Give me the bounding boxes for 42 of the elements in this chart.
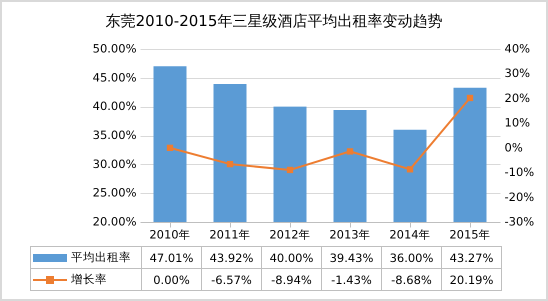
chart-title: 东莞2010-2015年三星级酒店平均出租率变动趋势 bbox=[104, 12, 444, 31]
data-label: 47.01% bbox=[142, 246, 202, 268]
y-tick-label: 35.00% bbox=[92, 128, 137, 142]
y2-tick-label: 40% bbox=[504, 42, 530, 56]
x-tick-label: 2010年 bbox=[149, 228, 191, 242]
point bbox=[466, 94, 474, 102]
data-label: -1.43% bbox=[322, 268, 382, 290]
data-label: 43.92% bbox=[202, 246, 262, 268]
point bbox=[346, 148, 354, 155]
y2-tick-label: 10% bbox=[504, 116, 530, 130]
y-tick-label: 50.00% bbox=[92, 42, 137, 56]
x-tick-label: 2012年 bbox=[269, 228, 311, 242]
data-label: 0.00% bbox=[142, 268, 202, 290]
data-label: -8.68% bbox=[382, 268, 442, 290]
legend-label: 平均出租率 bbox=[71, 250, 131, 264]
y-tick-label: 20.00% bbox=[92, 214, 137, 228]
y2-tick-label: 30% bbox=[504, 66, 530, 80]
x-tick-label: 2015年 bbox=[449, 228, 491, 242]
x-tick-label: 2011年 bbox=[209, 228, 251, 242]
data-label: -6.57% bbox=[202, 268, 262, 290]
point bbox=[406, 166, 414, 172]
data-label: 39.43% bbox=[322, 246, 382, 268]
y-tick-label: 45.00% bbox=[92, 70, 137, 84]
y2-tick-label: 0% bbox=[504, 140, 523, 154]
y-tick-label: 30.00% bbox=[92, 156, 137, 171]
y2-tick-label: -30% bbox=[504, 214, 534, 228]
point bbox=[166, 144, 174, 152]
data-label: 43.27% bbox=[442, 246, 502, 268]
x-tick-label: 2014年 bbox=[389, 228, 431, 242]
y-tick-label: 40.00% bbox=[92, 99, 137, 114]
point bbox=[226, 160, 234, 168]
data-label: 40.00% bbox=[262, 246, 322, 268]
data-label: 36.00% bbox=[382, 246, 442, 268]
x-tick-label: 2013年 bbox=[329, 228, 371, 242]
y-tick-label: 25.00% bbox=[92, 186, 137, 200]
y2-tick-label: -20% bbox=[504, 190, 534, 204]
legend-label: 增长率 bbox=[71, 272, 107, 286]
point bbox=[286, 166, 294, 174]
data-label: -8.94% bbox=[262, 268, 322, 290]
data-label: 20.19% bbox=[442, 268, 502, 290]
y2-tick-label: 20% bbox=[504, 90, 530, 105]
y2-tick-label: -10% bbox=[504, 165, 534, 180]
